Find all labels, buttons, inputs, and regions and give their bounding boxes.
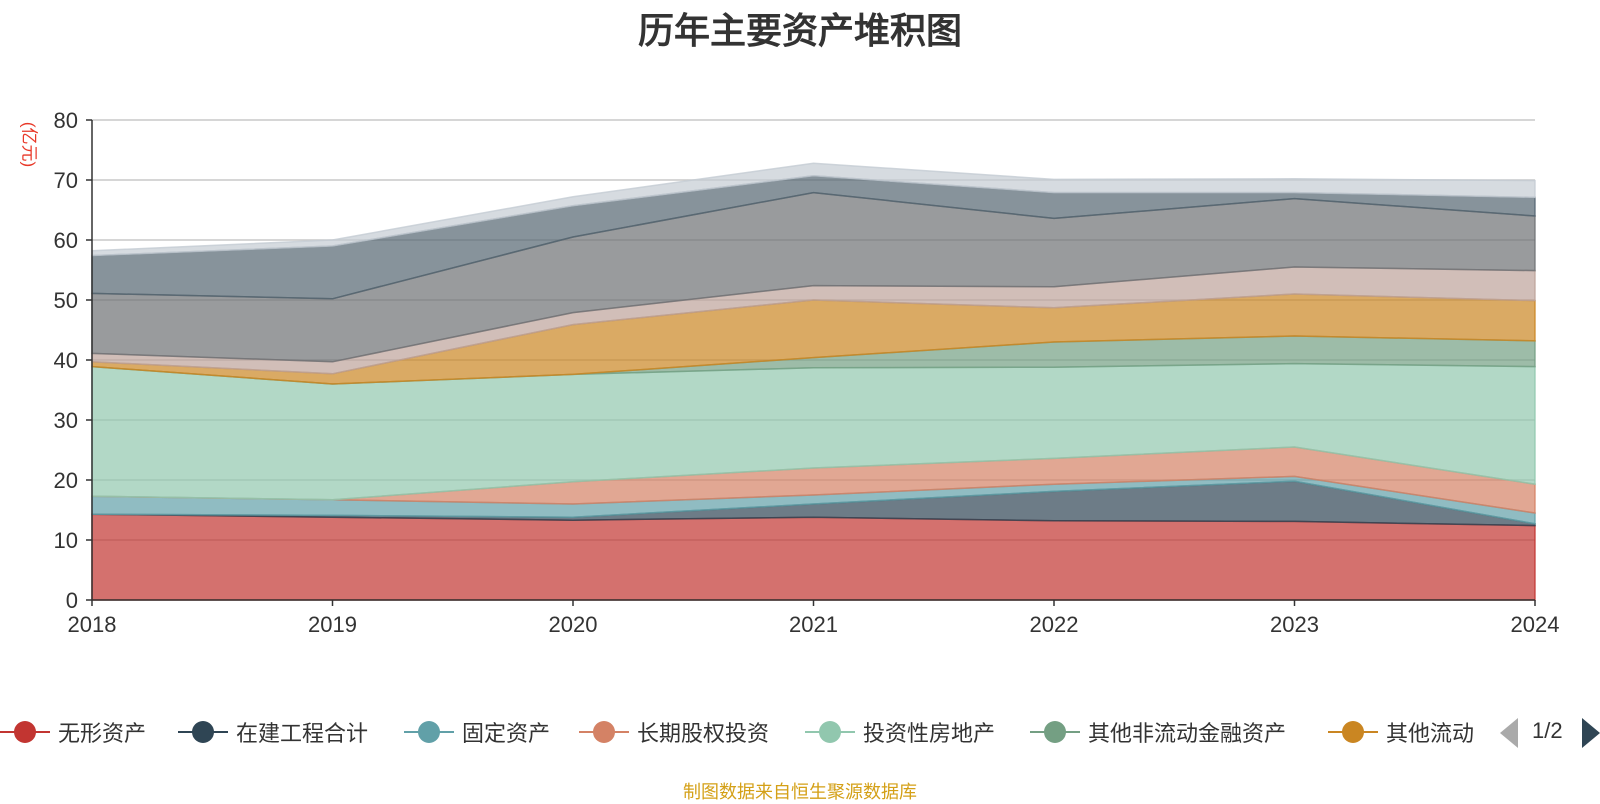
legend-marker-icon — [404, 718, 454, 746]
legend-marker-icon — [805, 718, 855, 746]
legend-marker-icon — [1030, 718, 1080, 746]
y-tick-label: 40 — [54, 348, 78, 373]
data-source-note: 制图数据来自恒生聚源数据库 — [683, 782, 917, 802]
legend-marker-icon — [178, 718, 228, 746]
legend-label: 无形资产 — [58, 721, 147, 746]
x-tick-label: 2021 — [789, 612, 838, 637]
stacked-area-chart: 0 10 20 30 40 50 60 70 80 2018 2019 2020 2021 2022 202… — [54, 108, 1560, 637]
y-tick-label: 0 — [66, 588, 78, 613]
x-tick-label: 2018 — [68, 612, 117, 637]
area-series-1 — [91, 513, 1536, 601]
legend-marker-icon — [0, 718, 50, 746]
legend-next-icon[interactable] — [1582, 718, 1600, 748]
legend-item[interactable]: 无形资产 — [0, 712, 146, 752]
legend-pager: 1/2 — [1500, 712, 1600, 752]
legend-marker-icon — [1328, 718, 1378, 746]
legend-item[interactable]: 在建工程合计 — [178, 712, 368, 752]
legend-prev-icon[interactable] — [1500, 718, 1518, 748]
area-series-11 — [91, 162, 1536, 257]
area-series — [91, 162, 1536, 601]
legend-label: 其他流动 — [1386, 721, 1475, 746]
y-tick-label: 30 — [54, 408, 78, 433]
legend-label: 长期股权投资 — [637, 721, 770, 746]
x-tick-label: 2024 — [1511, 612, 1560, 637]
y-tick-label: 20 — [54, 468, 78, 493]
x-tick-label: 2022 — [1030, 612, 1079, 637]
legend-item[interactable]: 长期股权投资 — [579, 712, 769, 752]
legend-label: 固定资产 — [462, 721, 551, 746]
legend-label: 投资性房地产 — [863, 721, 996, 746]
axes: 0 10 20 30 40 50 60 70 80 2018 2019 2020 2021 2022 202… — [54, 108, 1560, 637]
legend-marker-icon — [579, 718, 629, 746]
x-tick-label: 2023 — [1270, 612, 1319, 637]
legend: 无形资产 在建工程合计 固定资产 长期股权投资 投资性房地产 其他非流动金融资产 其他流动 — [0, 712, 1600, 752]
y-tick-label: 70 — [54, 168, 78, 193]
chart-title: 历年主要资产堆积图 — [637, 10, 962, 51]
legend-item[interactable]: 其他流动 — [1328, 712, 1474, 752]
legend-item[interactable]: 投资性房地产 — [805, 712, 995, 752]
legend-label: 在建工程合计 — [236, 721, 369, 746]
legend-page-number: 1/2 — [1532, 718, 1563, 743]
legend-item[interactable]: 其他非流动金融资产 — [1030, 712, 1286, 752]
y-tick-label: 10 — [54, 528, 78, 553]
legend-item[interactable]: 固定资产 — [404, 712, 550, 752]
y-tick-label: 60 — [54, 228, 78, 253]
y-tick-label: 50 — [54, 288, 78, 313]
legend-label: 其他非流动金融资产 — [1088, 721, 1287, 746]
x-tick-label: 2020 — [549, 612, 598, 637]
x-tick-label: 2019 — [308, 612, 357, 637]
y-tick-label: 80 — [54, 108, 78, 133]
